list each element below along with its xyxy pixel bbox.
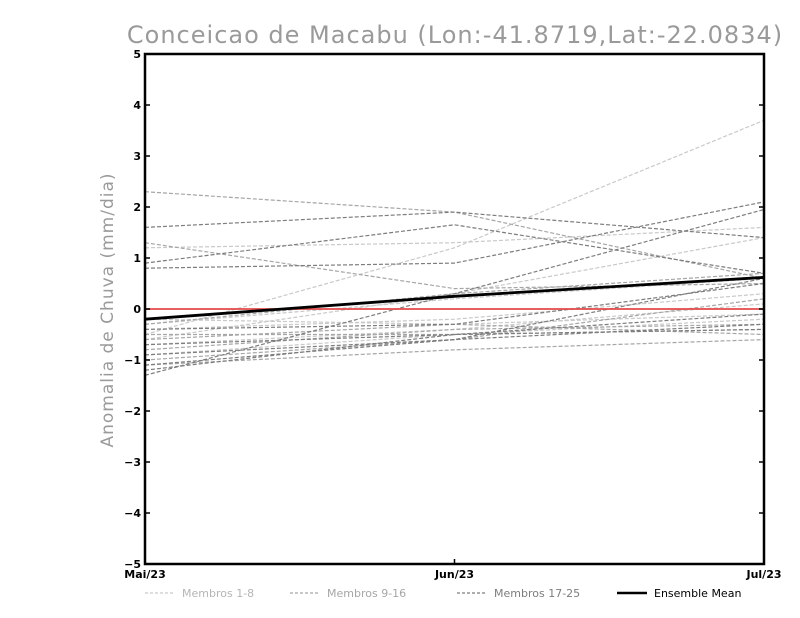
member-series-line-21 xyxy=(144,313,765,371)
member-series-line-23 xyxy=(144,328,765,346)
y-axis-label: Anomalia de Chuva (mm/dia) xyxy=(98,172,118,447)
series-layer xyxy=(144,119,765,376)
x-tick-label: Jun/23 xyxy=(434,568,474,581)
member-series-line-22 xyxy=(144,323,765,356)
member-series-line-18 xyxy=(144,224,765,274)
member-series-line-13 xyxy=(144,323,765,351)
x-tick-label: Mai/23 xyxy=(124,568,165,581)
member-series-line-14 xyxy=(145,328,765,336)
y-tick-label: 4 xyxy=(133,99,141,112)
chart-title: Conceicao de Macabu (Lon:-41.8719,Lat:-2… xyxy=(127,21,783,49)
member-series-line-1 xyxy=(144,119,765,336)
member-series-line-8 xyxy=(144,226,765,249)
ensemble-mean-layer xyxy=(144,276,765,321)
y-tick-label: −5 xyxy=(124,558,141,571)
y-tick-label: −2 xyxy=(124,405,141,418)
member-series-line-15 xyxy=(144,298,765,361)
member-series-line-9 xyxy=(144,191,765,279)
member-series-line-7 xyxy=(144,318,765,356)
y-tick-label: 1 xyxy=(133,252,141,265)
x-tick-label: Jul/23 xyxy=(745,568,781,581)
y-tick-label: 2 xyxy=(133,201,141,214)
member-series-line-10 xyxy=(144,242,765,290)
member-series-line-20 xyxy=(144,208,765,376)
y-tick-label: 3 xyxy=(133,150,141,163)
y-tick-label: −3 xyxy=(124,456,141,469)
member-series-line-24 xyxy=(144,282,765,330)
y-tick-label: −4 xyxy=(124,507,141,520)
legend: Membros 1-8 Membros 9-16 Membros 17-25 Ense… xyxy=(145,587,741,600)
ensemble-mean-line xyxy=(144,276,765,321)
member-series-line-4 xyxy=(144,293,765,330)
y-tick-label: 0 xyxy=(133,303,141,316)
y-tick-label: 5 xyxy=(133,48,141,61)
member-series-line-12 xyxy=(144,339,765,366)
legend-label-dark: Membros 17-25 xyxy=(494,587,580,600)
member-series-line-16 xyxy=(144,272,765,325)
axis-layer: −5 −4 −3 −2 −1 0 1 2 3 4 5 Mai/23 Jun/23 Jul/23 xyxy=(124,48,781,581)
y-tick-label: −1 xyxy=(124,354,141,367)
member-series-line-25 xyxy=(144,277,765,366)
legend-label-light: Membros 1-8 xyxy=(182,587,254,600)
member-series-line-19 xyxy=(144,201,765,269)
member-series-line-17 xyxy=(144,211,765,239)
legend-label-mid: Membros 9-16 xyxy=(327,587,406,600)
legend-label-mean: Ensemble Mean xyxy=(654,587,741,600)
